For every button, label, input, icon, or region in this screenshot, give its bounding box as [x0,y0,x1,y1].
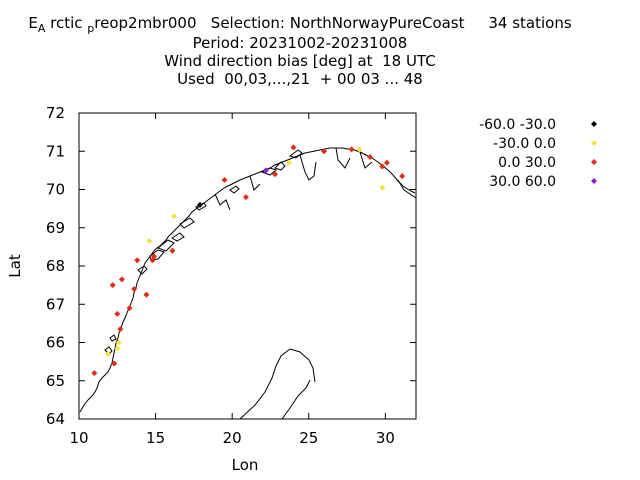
x-tick-label: 10 [69,429,88,447]
title-line-variable: Wind direction bias [deg] at 18 UTC [164,52,436,70]
legend-marker [591,140,597,146]
data-point-series-2 [383,159,390,166]
data-point-series-2 [111,360,118,367]
data-points [91,144,406,377]
plot-frame [78,112,417,420]
title-selection: reop2mbr000 Selection: NorthNorwayPureCo… [94,14,572,32]
x-axis-label: Lon [232,456,259,474]
legend-label: 0.0 30.0 [498,155,556,171]
data-point-series-1 [285,159,292,166]
legend-marker [591,159,597,165]
data-point-series-1 [379,184,386,191]
data-point-series-2 [117,326,124,333]
title-prefix: E [28,14,38,32]
y-tick-label: 66 [46,334,65,352]
legend-label: -60.0 -30.0 [479,117,556,133]
axes: 10 15 20 25 30 64 65 66 67 68 69 70 71 72 [46,104,416,447]
data-point-series-2 [367,153,374,160]
data-point-series-2 [242,194,249,201]
data-point-series-2 [379,163,386,170]
data-point-series-2 [109,282,116,289]
data-point-series-1 [105,350,112,357]
legend-marker [591,178,597,184]
y-tick-label: 71 [46,142,65,160]
x-tick-label: 25 [299,429,318,447]
y-tick-label: 70 [46,181,65,199]
x-tick-label: 30 [376,429,395,447]
data-point-series-1 [170,213,177,220]
legend-label: 30.0 60.0 [489,174,556,190]
data-point-series-2 [321,148,328,155]
title-subscript-2: p [87,22,95,35]
y-axis-label: Lat [6,254,24,278]
y-tick-label: 72 [46,104,65,122]
data-point-series-2 [134,257,141,264]
data-point-series-2 [131,285,138,292]
coastline [79,147,416,419]
data-point-series-2 [126,305,133,312]
title-line-1: EA rctic preop2mbr000 Selection: NorthNo… [0,14,600,35]
data-point-series-1 [146,238,153,245]
data-point-series-2 [290,144,297,151]
chart-title: EA rctic preop2mbr000 Selection: NorthNo… [0,14,600,88]
data-point-series-0 [197,201,204,208]
data-point-series-2 [169,247,176,254]
title-line-period: Period: 20231002-20231008 [192,34,408,52]
data-point-series-2 [272,171,279,178]
y-tick-label: 65 [46,372,65,390]
data-point-series-3 [262,167,269,174]
data-point-series-2 [114,310,121,317]
data-point-series-2 [143,291,150,298]
title-subscript-1: A [37,22,46,35]
data-point-series-2 [118,276,125,283]
data-point-series-2 [91,370,98,377]
x-tick-label: 20 [223,429,242,447]
title-middle: rctic [45,14,88,32]
legend-label: -30.0 0.0 [493,136,556,152]
y-tick-label: 64 [46,410,65,428]
data-point-series-2 [151,253,158,260]
data-point-series-2 [399,173,406,180]
data-point-series-2 [221,176,228,183]
data-point-series-1 [114,345,121,352]
data-point-series-1 [356,146,363,153]
legend-marker [591,121,597,127]
data-point-series-1 [115,339,122,346]
x-tick-label: 15 [146,429,165,447]
y-tick-label: 67 [46,295,65,313]
y-tick-label: 69 [46,219,65,237]
title-line-used: Used 00,03,...,21 + 00 03 ... 48 [177,70,423,88]
data-point-series-2 [348,146,355,153]
legend: -60.0 -30.0 -30.0 0.0 0.0 30.0 30.0 60.0 [479,117,597,190]
y-tick-label: 68 [46,257,65,275]
